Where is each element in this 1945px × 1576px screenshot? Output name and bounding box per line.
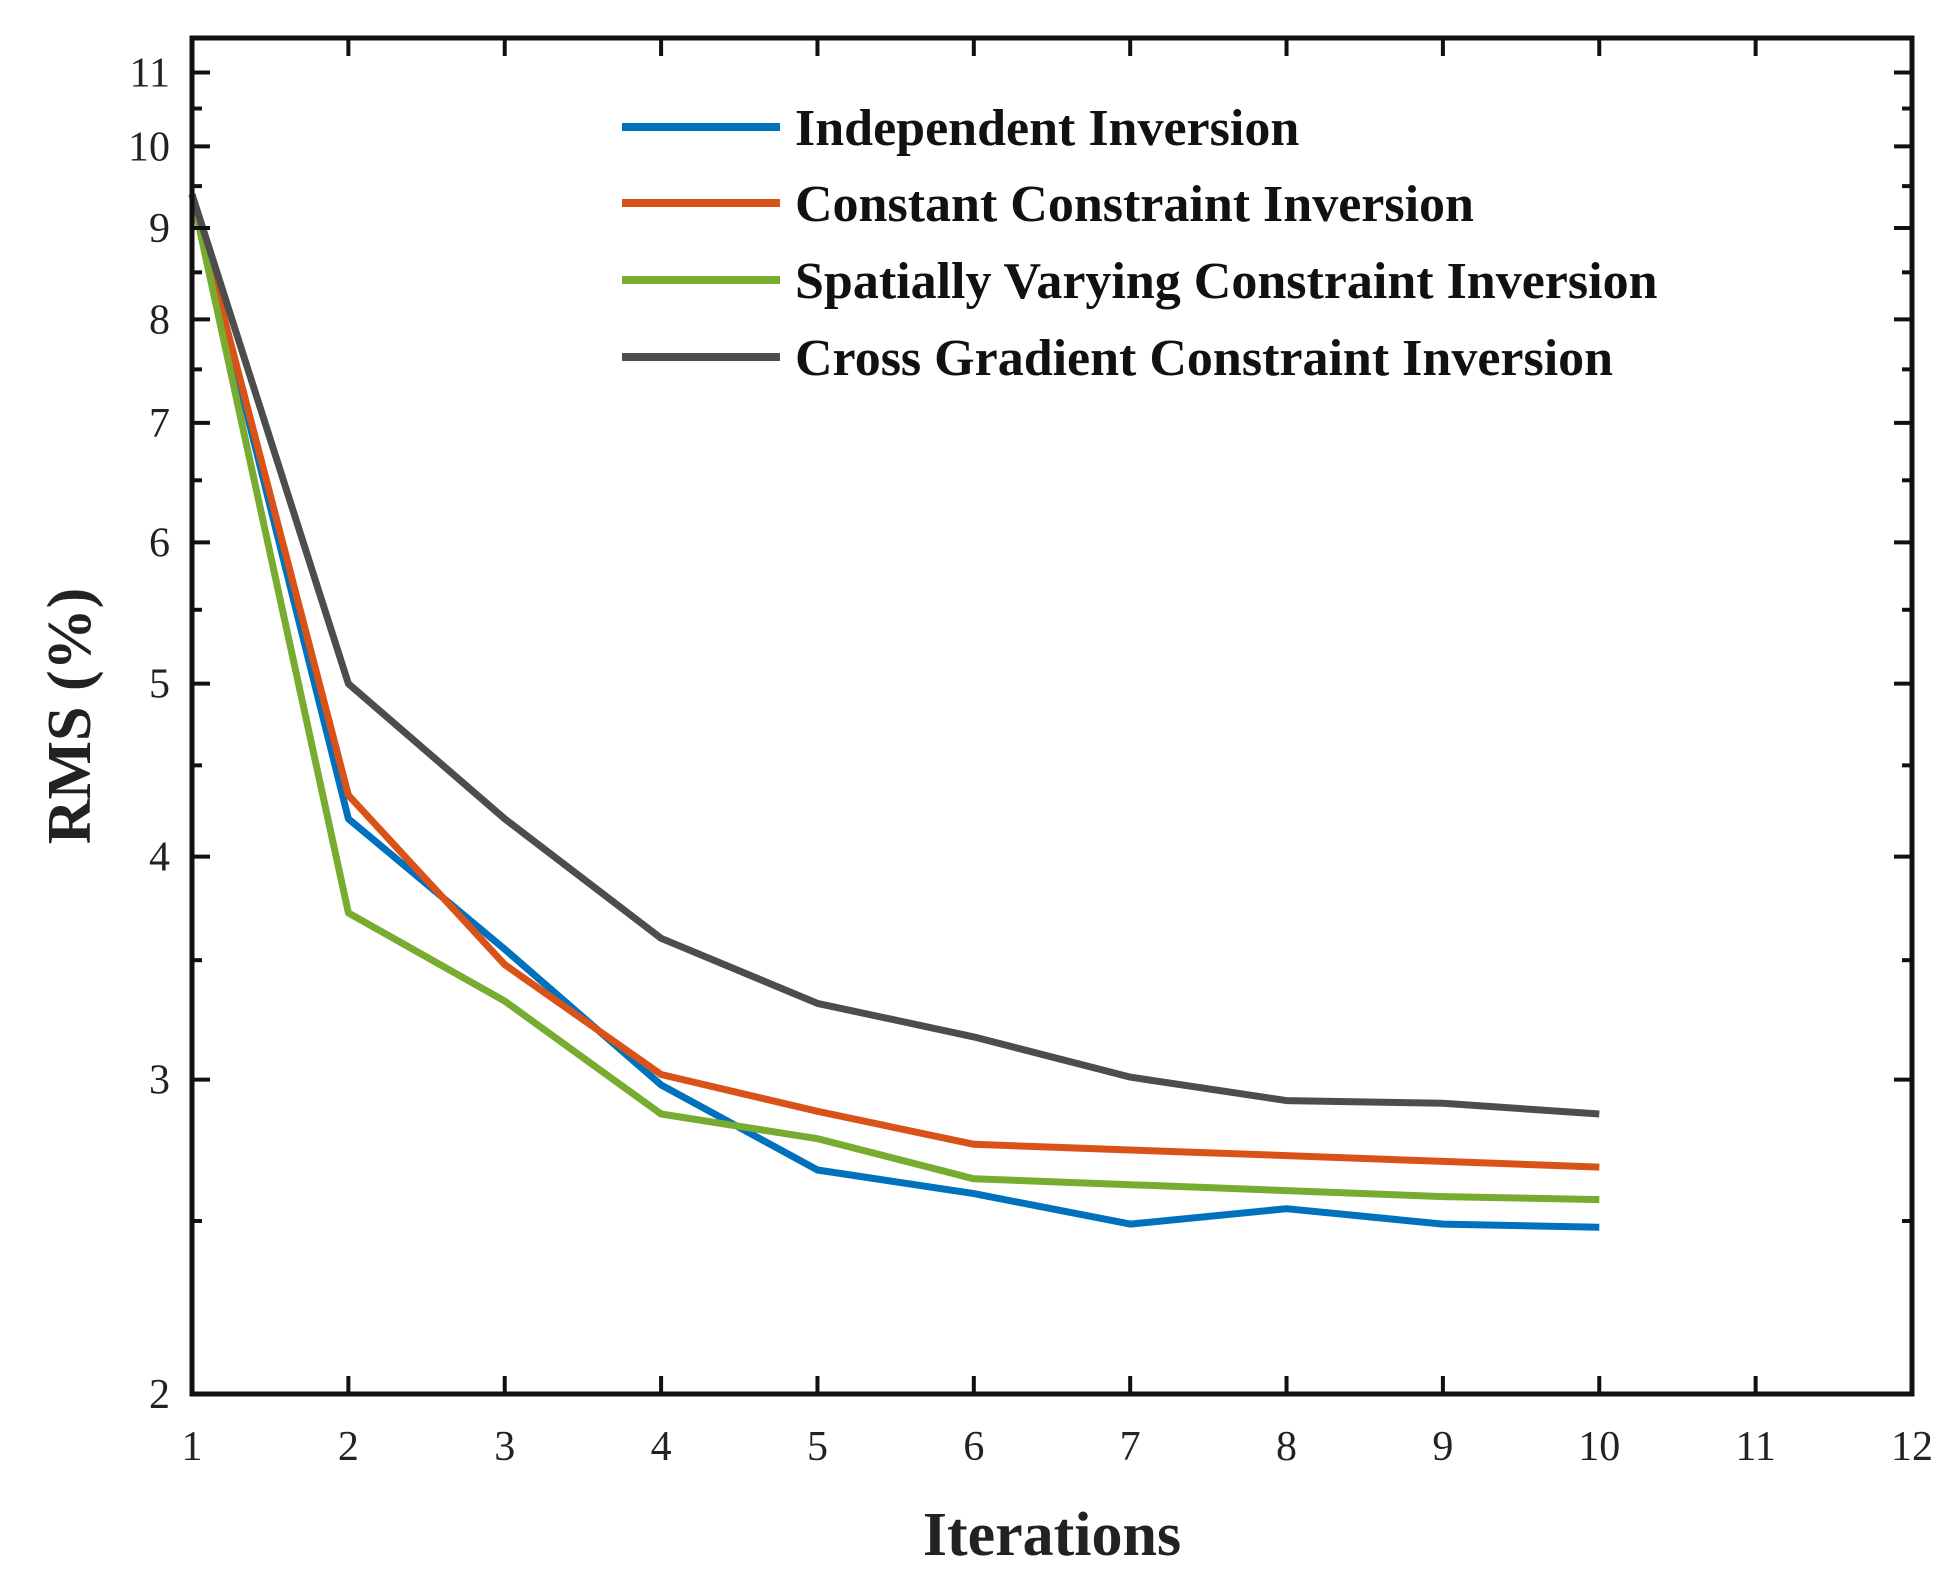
legend-label-1: Independent Inversion (795, 100, 1299, 157)
y-tick-label: 8 (149, 297, 170, 343)
y-axis-title: RMS (%) (36, 588, 104, 845)
y-tick-label: 2 (149, 1372, 170, 1418)
x-tick-label: 12 (1891, 1424, 1933, 1470)
x-tick-label: 6 (963, 1424, 984, 1470)
x-tick-label: 2 (338, 1424, 359, 1470)
series-line-3 (188, 193, 1600, 1204)
x-tick-label: 4 (651, 1424, 672, 1470)
x-tick-label: 3 (494, 1424, 515, 1470)
legend: Independent Inversion Constant Constraint… (622, 100, 1658, 387)
y-tick-label: 3 (149, 1058, 170, 1104)
y-tick-label: 11 (130, 50, 170, 96)
x-tick-label: 1 (182, 1424, 203, 1470)
y-tick-label: 6 (149, 520, 170, 566)
x-axis-title: Iterations (923, 1501, 1181, 1569)
x-tick-label: 5 (807, 1424, 828, 1470)
x-tick-label: 11 (1735, 1424, 1775, 1470)
legend-label-2: Constant Constraint Inversion (795, 176, 1474, 233)
series-layer (188, 193, 1600, 1231)
x-tick-label: 7 (1120, 1424, 1141, 1470)
legend-label-4: Cross Gradient Constraint Inversion (795, 330, 1613, 387)
x-tick-label: 10 (1578, 1424, 1620, 1470)
series-line-4 (188, 193, 1600, 1118)
x-tick-label: 9 (1432, 1424, 1453, 1470)
legend-label-3: Spatially Varying Constraint Inversion (795, 253, 1658, 310)
plot-frame (189, 35, 1915, 1397)
y-tick-label: 4 (149, 835, 170, 881)
y-tick-label: 9 (149, 206, 170, 252)
x-tick-label: 8 (1276, 1424, 1297, 1470)
series-line-2 (188, 193, 1600, 1171)
y-tick-label: 10 (128, 124, 170, 170)
y-tick-label: 7 (149, 401, 170, 447)
tick-layer (190, 38, 1914, 1396)
y-tick-label: 5 (149, 662, 170, 708)
